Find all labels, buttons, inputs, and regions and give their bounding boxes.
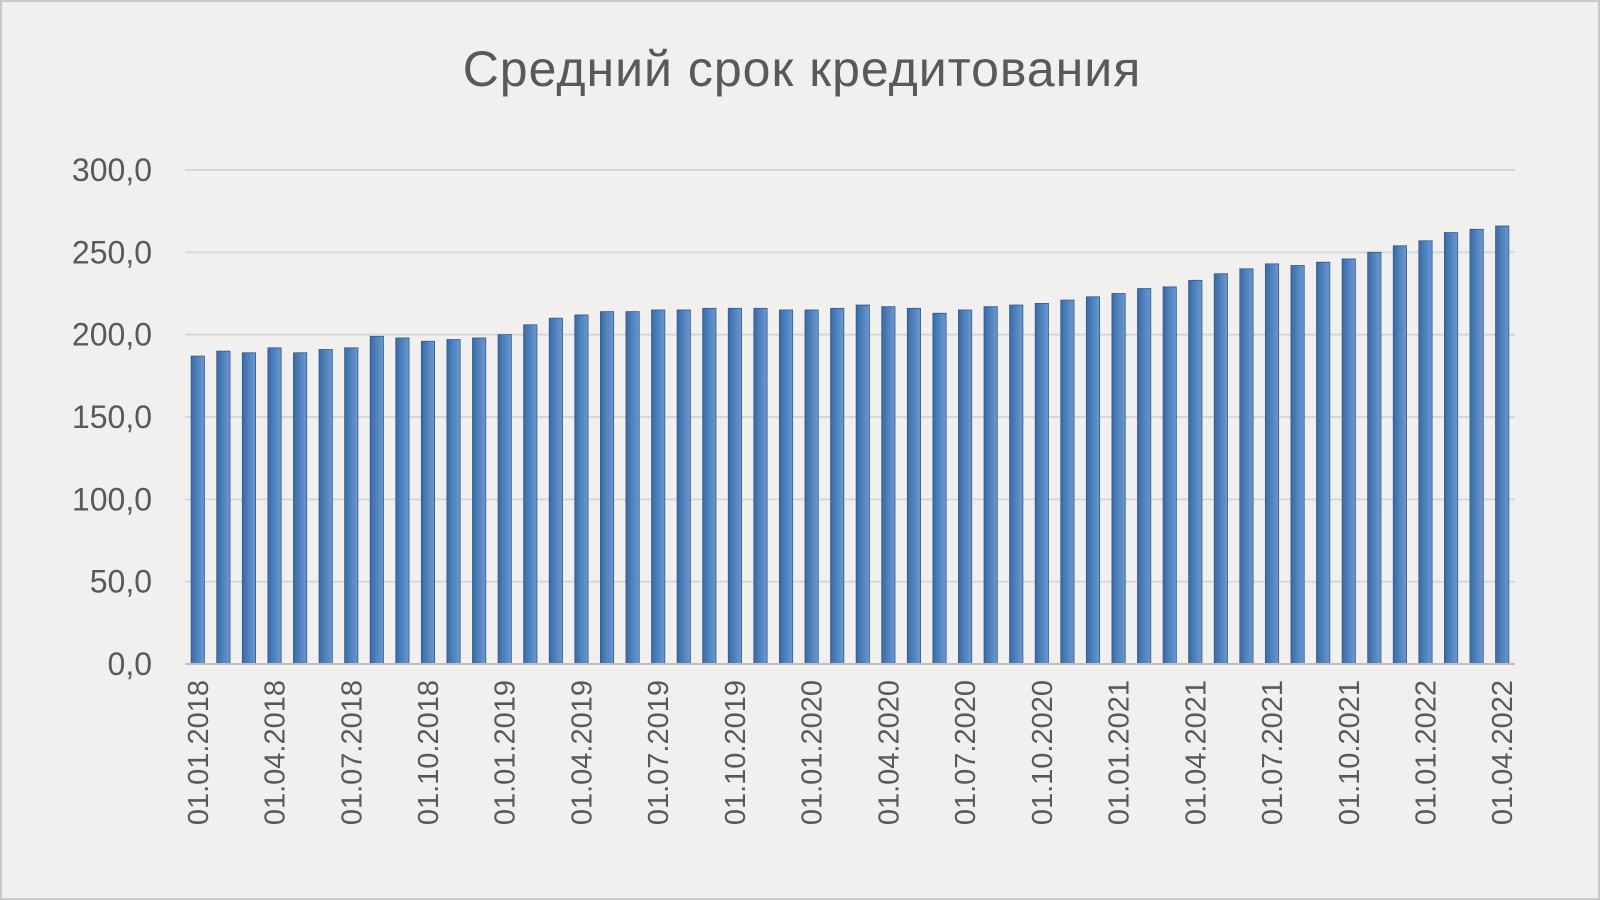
bar-01.05.2019 bbox=[599, 311, 615, 665]
bar-01.01.2021 bbox=[1111, 293, 1126, 665]
bar-01.10.2018 bbox=[420, 340, 436, 665]
bar-01.07.2021 bbox=[1264, 263, 1280, 665]
x-tick-label: 01.07.2019 bbox=[643, 680, 675, 825]
bar-01.09.2019 bbox=[702, 307, 717, 665]
x-tick-label: 01.10.2019 bbox=[720, 680, 752, 825]
bar-01.01.2020 bbox=[804, 309, 819, 665]
bar-01.04.2019 bbox=[574, 314, 589, 665]
y-tick-label: 50,0 bbox=[90, 564, 152, 600]
x-tick-label: 01.10.2021 bbox=[1334, 680, 1366, 825]
bar-01.04.2018 bbox=[267, 347, 282, 665]
y-tick-label: 0,0 bbox=[108, 646, 152, 682]
bar-01.02.2021 bbox=[1137, 288, 1152, 665]
x-tick-label: 01.04.2022 bbox=[1487, 680, 1519, 825]
bar-01.12.2019 bbox=[779, 309, 794, 665]
bar-01.08.2018 bbox=[369, 335, 384, 665]
bars bbox=[190, 225, 1510, 665]
y-tick-label: 250,0 bbox=[72, 234, 152, 270]
bar-01.12.2021 bbox=[1392, 245, 1407, 665]
bar-01.01.2019 bbox=[497, 334, 512, 665]
bar-01.04.2020 bbox=[881, 306, 896, 665]
bar-01.10.2019 bbox=[727, 307, 742, 665]
bar-01.05.2021 bbox=[1213, 273, 1228, 665]
bar-01.10.2021 bbox=[1341, 258, 1356, 665]
bar-01.05.2018 bbox=[293, 352, 308, 665]
x-tick-label: 01.01.2020 bbox=[797, 680, 829, 825]
bar-01.03.2020 bbox=[855, 304, 870, 665]
bar-01.07.2019 bbox=[651, 309, 666, 665]
bar-01.03.2019 bbox=[548, 317, 563, 665]
bar-01.09.2020 bbox=[1009, 304, 1024, 665]
bar-01.11.2019 bbox=[753, 307, 768, 665]
bar-01.02.2020 bbox=[830, 307, 845, 665]
bar-01.07.2020 bbox=[958, 309, 973, 665]
bar-01.04.2022 bbox=[1495, 225, 1510, 665]
bar-01.06.2018 bbox=[318, 349, 333, 665]
x-tick-label: 01.07.2018 bbox=[336, 680, 368, 825]
bar-01.08.2021 bbox=[1290, 265, 1305, 665]
chart-title: Средний срок кредитования bbox=[462, 41, 1142, 97]
bar-01.11.2018 bbox=[446, 339, 461, 665]
bar-01.11.2020 bbox=[1060, 299, 1075, 665]
x-tick-label: 01.04.2021 bbox=[1180, 680, 1212, 825]
bar-01.03.2022 bbox=[1469, 228, 1484, 665]
bar-01.06.2021 bbox=[1239, 268, 1254, 665]
bar-01.10.2020 bbox=[1034, 302, 1049, 665]
bar-01.08.2019 bbox=[676, 309, 691, 665]
x-axis-tick-labels: 01.01.2018 01.04.2018 01.07.2018 01.10.2018… bbox=[183, 680, 1519, 825]
bar-01.09.2018 bbox=[395, 337, 410, 665]
bar-01.01.2018 bbox=[190, 355, 205, 665]
bar-01.11.2021 bbox=[1367, 251, 1382, 665]
bar-01.08.2020 bbox=[983, 306, 998, 665]
bar-01.12.2020 bbox=[1085, 296, 1101, 665]
y-axis-tick-labels: 0,0 50,0 100,0 150,0 200,0 250,0 300,0 bbox=[72, 152, 152, 682]
bar-01.02.2019 bbox=[523, 324, 538, 665]
x-tick-label: 01.01.2021 bbox=[1104, 680, 1136, 825]
bar-01.03.2018 bbox=[241, 352, 256, 665]
y-tick-label: 100,0 bbox=[72, 481, 152, 517]
bar-01.09.2021 bbox=[1316, 261, 1331, 665]
x-tick-label: 01.07.2021 bbox=[1257, 680, 1289, 825]
bar-01.06.2019 bbox=[625, 311, 640, 665]
x-tick-label: 01.01.2019 bbox=[490, 680, 522, 825]
x-tick-label: 01.01.2018 bbox=[183, 680, 215, 825]
bar-01.03.2021 bbox=[1162, 286, 1177, 665]
bar-01.02.2022 bbox=[1444, 232, 1459, 665]
bar-01.12.2018 bbox=[472, 337, 487, 665]
bar-01.07.2018 bbox=[344, 347, 359, 665]
x-tick-label: 01.10.2020 bbox=[1027, 680, 1059, 825]
x-tick-label: 01.04.2020 bbox=[873, 680, 905, 825]
bar-01.05.2020 bbox=[906, 307, 921, 665]
bar-01.06.2020 bbox=[932, 312, 947, 665]
y-tick-label: 150,0 bbox=[72, 399, 152, 435]
y-tick-label: 300,0 bbox=[72, 152, 152, 188]
y-tick-label: 200,0 bbox=[72, 317, 152, 353]
x-tick-label: 01.10.2018 bbox=[413, 680, 445, 825]
grid-lines bbox=[185, 169, 1515, 665]
bar-01.02.2018 bbox=[216, 350, 231, 665]
x-tick-label: 01.04.2018 bbox=[260, 680, 292, 825]
x-tick-label: 01.01.2022 bbox=[1410, 680, 1442, 825]
bar-01.01.2022 bbox=[1418, 240, 1433, 665]
x-tick-label: 01.04.2019 bbox=[566, 680, 598, 825]
bar-01.04.2021 bbox=[1188, 279, 1203, 665]
x-tick-label: 01.07.2020 bbox=[950, 680, 982, 825]
